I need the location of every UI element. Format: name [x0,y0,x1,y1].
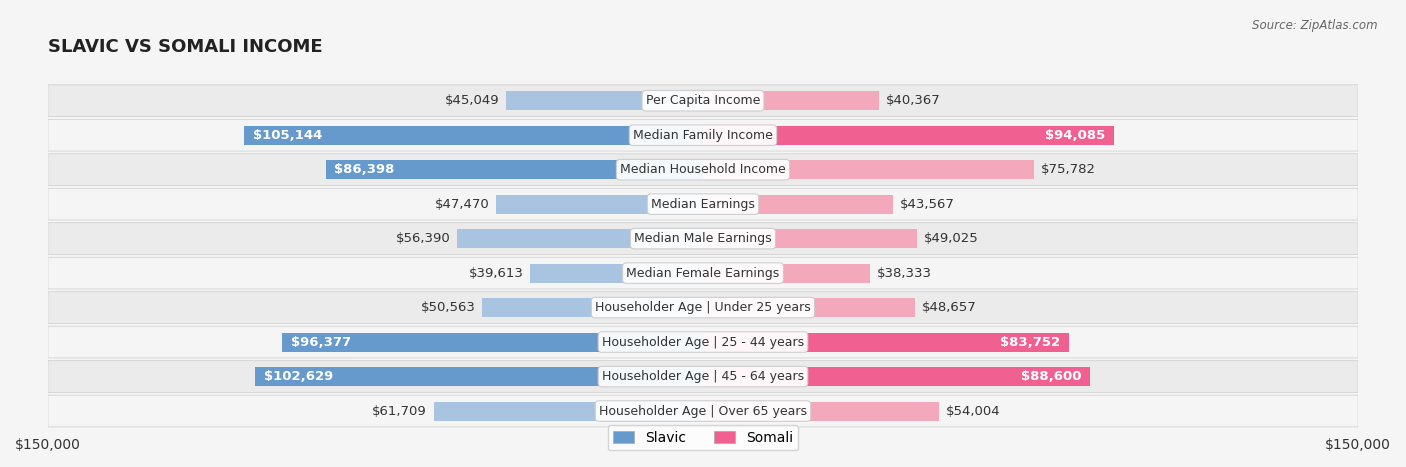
Text: Per Capita Income: Per Capita Income [645,94,761,107]
Bar [457,229,703,248]
FancyBboxPatch shape [48,188,1358,220]
Bar [703,298,915,317]
Text: Householder Age | Under 25 years: Householder Age | Under 25 years [595,301,811,314]
Bar [496,195,703,213]
Bar [703,264,870,283]
Text: $61,709: $61,709 [373,404,427,417]
FancyBboxPatch shape [48,257,1358,289]
Text: $49,025: $49,025 [924,232,979,245]
Text: Median Earnings: Median Earnings [651,198,755,211]
Text: $39,613: $39,613 [468,267,523,280]
Text: Householder Age | Over 65 years: Householder Age | Over 65 years [599,404,807,417]
Bar [703,160,1033,179]
FancyBboxPatch shape [48,395,1358,427]
Bar [254,367,703,386]
Bar [703,367,1090,386]
FancyBboxPatch shape [48,120,1358,151]
FancyBboxPatch shape [48,292,1358,324]
Text: $54,004: $54,004 [945,404,1000,417]
Text: $45,049: $45,049 [446,94,499,107]
Bar [703,229,917,248]
FancyBboxPatch shape [48,326,1358,358]
Text: SLAVIC VS SOMALI INCOME: SLAVIC VS SOMALI INCOME [48,38,322,57]
Bar [283,333,703,352]
Text: Householder Age | 45 - 64 years: Householder Age | 45 - 64 years [602,370,804,383]
Text: Source: ZipAtlas.com: Source: ZipAtlas.com [1253,19,1378,32]
Text: $50,563: $50,563 [420,301,475,314]
Bar [703,402,939,420]
Text: Householder Age | 25 - 44 years: Householder Age | 25 - 44 years [602,336,804,348]
Bar [506,91,703,110]
FancyBboxPatch shape [48,154,1358,185]
Text: $105,144: $105,144 [253,129,322,142]
Text: Median Family Income: Median Family Income [633,129,773,142]
Text: $56,390: $56,390 [395,232,450,245]
Bar [243,126,703,145]
Text: $83,752: $83,752 [1000,336,1060,348]
Text: $47,470: $47,470 [434,198,489,211]
Legend: Slavic, Somali: Slavic, Somali [607,425,799,450]
Text: Median Female Earnings: Median Female Earnings [627,267,779,280]
Bar [703,126,1114,145]
Text: $94,085: $94,085 [1045,129,1105,142]
Text: Median Household Income: Median Household Income [620,163,786,176]
Text: $86,398: $86,398 [335,163,395,176]
Bar [326,160,703,179]
FancyBboxPatch shape [48,85,1358,117]
Bar [530,264,703,283]
Text: $48,657: $48,657 [922,301,977,314]
Bar [433,402,703,420]
Bar [703,195,893,213]
Text: $40,367: $40,367 [886,94,941,107]
Bar [703,333,1069,352]
FancyBboxPatch shape [48,223,1358,255]
Bar [482,298,703,317]
FancyBboxPatch shape [48,361,1358,392]
Text: $96,377: $96,377 [291,336,352,348]
Text: $75,782: $75,782 [1040,163,1095,176]
Bar [703,91,879,110]
Text: Median Male Earnings: Median Male Earnings [634,232,772,245]
Text: $88,600: $88,600 [1021,370,1081,383]
Text: $43,567: $43,567 [900,198,955,211]
Text: $38,333: $38,333 [877,267,932,280]
Text: $102,629: $102,629 [263,370,333,383]
